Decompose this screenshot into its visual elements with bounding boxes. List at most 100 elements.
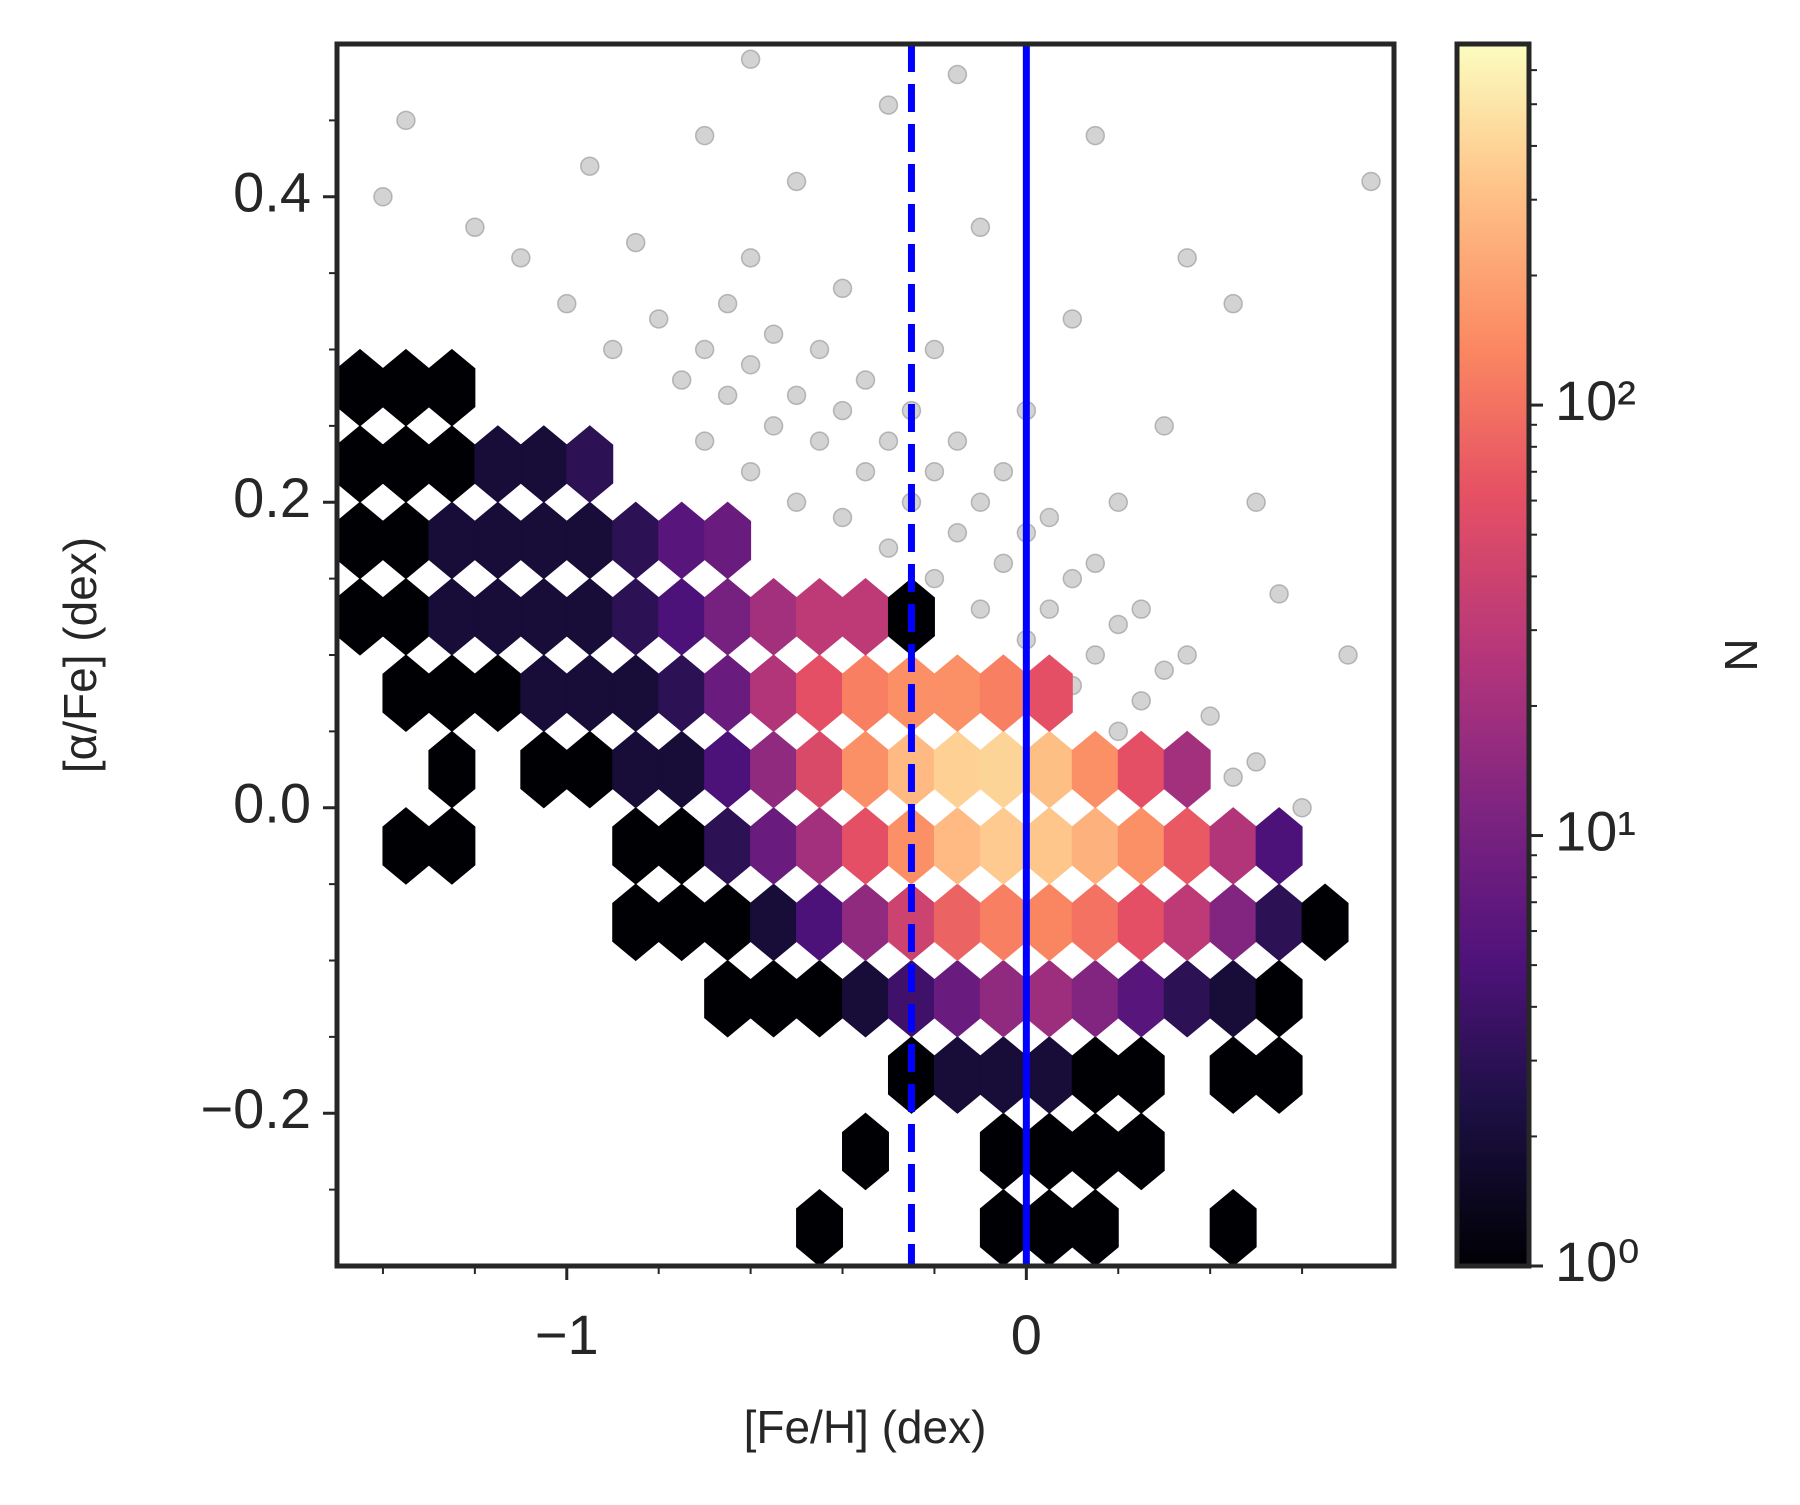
hex-cell <box>382 577 430 656</box>
hex-cell <box>1025 654 1073 733</box>
scatter-point <box>809 339 830 360</box>
scatter-point <box>855 461 876 482</box>
hex-cell <box>566 654 614 733</box>
hex-cell <box>658 501 706 580</box>
hex-cell <box>612 807 660 885</box>
hex-cell <box>474 654 522 733</box>
hex-cell <box>1071 1112 1119 1191</box>
hex-cell <box>566 730 614 809</box>
scatter-point <box>786 492 807 512</box>
hex-cell <box>520 425 568 503</box>
hex-cell <box>1071 959 1119 1038</box>
scatter-point <box>1154 660 1174 681</box>
scatter-point <box>832 278 853 299</box>
hex-cell <box>842 883 889 962</box>
hex-cell <box>704 807 752 885</box>
hex-cell <box>658 807 706 885</box>
scatter-point <box>1154 416 1174 436</box>
hex-cell <box>658 654 706 733</box>
colorbar-tick-label: 10¹ <box>1555 799 1636 862</box>
hex-cell <box>1117 959 1165 1038</box>
hex-cell <box>979 1112 1027 1191</box>
scatter-point <box>740 49 761 70</box>
hex-cell <box>979 1036 1027 1114</box>
hex-cell <box>1117 883 1165 962</box>
hex-cell <box>1255 959 1303 1038</box>
scatter-point <box>924 461 945 482</box>
scatter-point <box>924 339 945 360</box>
scatter-point <box>1085 645 1106 665</box>
scatter-point <box>1131 691 1151 711</box>
hex-cell <box>750 577 798 656</box>
hex-cell <box>382 807 430 885</box>
hex-cell <box>1255 883 1303 962</box>
scatter-point <box>373 187 393 207</box>
scatter-point <box>1108 492 1129 512</box>
hex-cell <box>933 883 981 962</box>
hex-cell <box>704 883 752 962</box>
hex-cell <box>750 883 798 962</box>
hex-cell <box>428 348 476 427</box>
scatter-point <box>924 568 945 589</box>
hex-cell <box>933 1036 981 1114</box>
hex-cell <box>796 807 844 885</box>
hex-cell <box>979 959 1027 1038</box>
y-tick-label: −0.2 <box>200 1077 311 1140</box>
hex-cell <box>842 577 889 656</box>
hex-cell <box>1025 1188 1073 1266</box>
hex-cell <box>1071 1036 1119 1114</box>
hex-cell <box>1025 959 1073 1038</box>
hex-cell <box>1209 807 1257 885</box>
hex-cell <box>1301 883 1349 962</box>
colorbar-label: N <box>1715 638 1767 671</box>
scatter-point <box>1223 293 1243 314</box>
hex-cell <box>796 883 844 962</box>
hex-cell <box>520 654 568 733</box>
scatter-point <box>694 125 715 146</box>
scatter-point <box>1223 767 1243 787</box>
scatter-point <box>1085 125 1106 146</box>
hex-cell <box>796 730 844 809</box>
x-axis-label: [Fe/H] (dex) <box>744 1401 987 1453</box>
hex-cell <box>1117 807 1165 885</box>
scatter-point <box>970 599 991 619</box>
scatter-point <box>1246 752 1266 772</box>
scatter-point <box>1177 248 1197 268</box>
hex-cell <box>979 654 1027 733</box>
scatter-point <box>1062 568 1083 589</box>
scatter-point <box>763 416 784 436</box>
hex-cell <box>933 730 981 809</box>
hex-cell <box>382 654 430 733</box>
hex-cell <box>979 807 1027 885</box>
hex-cell <box>382 501 430 580</box>
scatter-point <box>878 431 899 451</box>
hex-cell <box>796 654 844 733</box>
hex-cell <box>337 348 384 427</box>
hex-cell <box>1071 730 1119 809</box>
hex-cell <box>1209 1188 1257 1266</box>
scatter-point <box>694 339 715 360</box>
hex-cell <box>1163 959 1211 1038</box>
hex-cell <box>612 577 660 656</box>
scatter-point <box>878 95 899 115</box>
scatter-point <box>625 232 646 253</box>
scatter-point <box>1292 798 1312 818</box>
hex-cell <box>979 1188 1027 1266</box>
hex-cell <box>704 577 752 656</box>
scatter-point <box>947 431 968 451</box>
scatter-point <box>1269 584 1289 604</box>
hex-cell <box>1025 883 1073 962</box>
hex-cell <box>520 577 568 656</box>
hex-cell <box>1255 1036 1303 1114</box>
hex-cell <box>1025 1036 1073 1114</box>
scatter-point <box>511 248 531 268</box>
scatter-point <box>855 370 876 390</box>
y-tick-label: 0.2 <box>233 466 311 529</box>
scatter-point <box>1108 614 1129 635</box>
scatter-point <box>602 339 623 360</box>
scatter-point <box>1338 645 1358 665</box>
scatter-point <box>832 507 853 528</box>
hex-cell <box>337 501 384 580</box>
scatter-point <box>786 171 807 192</box>
hex-cell <box>1117 730 1165 809</box>
